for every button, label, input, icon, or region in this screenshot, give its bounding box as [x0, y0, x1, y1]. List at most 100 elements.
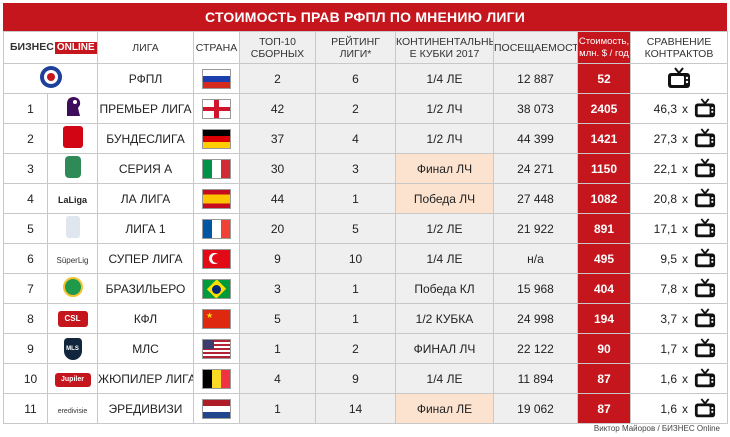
flag-germany-icon	[202, 128, 231, 149]
header-top10: ТОП-10 СБОРНЫХ	[239, 31, 316, 64]
country-flag	[193, 393, 240, 424]
row-index: 6	[3, 243, 48, 274]
serie-a-logo-icon	[64, 156, 81, 178]
ligue1-logo-icon	[65, 216, 80, 238]
rating-cell: 2	[315, 93, 396, 124]
country-flag: ★	[193, 303, 240, 334]
times-sign: х	[682, 221, 688, 236]
attendance-cell: 15 968	[493, 273, 578, 304]
top10-cell: 42	[239, 93, 316, 124]
header-attendance: ПОСЕЩАЕМОСТЬ	[493, 31, 578, 64]
attendance-cell: 24 271	[493, 153, 578, 184]
league-name: БРАЗИЛЬЕРО	[97, 273, 194, 304]
table-row: 7 БРАЗИЛЬЕРО 3 1 Победа КЛ 15 968 404 7,…	[3, 273, 728, 304]
flag-italy-icon	[202, 158, 231, 179]
cost-cell: 87	[577, 393, 631, 424]
row-index: 11	[3, 393, 48, 424]
league-logo: eredivisie	[47, 393, 98, 424]
cost-cell: 404	[577, 273, 631, 304]
league-name: ЛИГА 1	[97, 213, 194, 244]
cups-cell: 1/4 ЛЕ	[395, 63, 494, 94]
bundesliga-logo-icon	[62, 126, 83, 148]
compare-cell: 17,1 х	[630, 213, 728, 244]
league-logo: SüperLig	[47, 243, 98, 274]
brasileirao-logo-icon	[62, 277, 83, 297]
table-row: 10 Jupiler ЖЮПИЛЕР ЛИГА 4 9 1/4 ЛЕ 11 89…	[3, 363, 728, 394]
tv-icon	[694, 307, 716, 327]
row-index: 9	[3, 333, 48, 364]
header-compare: СРАВНЕНИЕ КОНТРАКТОВ	[630, 31, 728, 64]
country-flag	[193, 243, 240, 274]
country-flag	[193, 273, 240, 304]
flag-spain-icon	[202, 188, 231, 209]
eredivisie-logo-icon: eredivisie	[57, 407, 88, 415]
photo-credit: Виктор Майоров / БИЗНЕС Online	[593, 424, 720, 433]
row-index: 5	[3, 213, 48, 244]
league-name: БУНДЕСЛИГА	[97, 123, 194, 154]
header-cost: Стоимость, млн. $ / год	[577, 31, 631, 64]
cups-cell: Победа КЛ	[395, 273, 494, 304]
tv-icon	[668, 66, 690, 88]
top10-cell: 37	[239, 123, 316, 154]
compare-cell: 3,7 х	[630, 303, 728, 334]
league-logo: MLS	[47, 333, 98, 364]
attendance-cell: 38 073	[493, 93, 578, 124]
top10-cell: 30	[239, 153, 316, 184]
rating-cell: 6	[315, 63, 396, 94]
cups-cell: ФИНАЛ ЛЧ	[395, 333, 494, 364]
country-flag	[193, 183, 240, 214]
attendance-cell: 24 998	[493, 303, 578, 334]
table-row-rfpl: РФПЛ 2 6 1/4 ЛЕ 12 887 52	[3, 63, 728, 94]
flag-england-icon	[202, 98, 231, 119]
compare-cell: 1,6 х	[630, 393, 728, 424]
table-row: 2 БУНДЕСЛИГА 37 4 1/2 ЛЧ 44 399 1421 27,…	[3, 123, 728, 154]
times-sign: х	[682, 131, 688, 146]
laliga-logo-icon: LaLiga	[57, 194, 87, 205]
rating-cell: 1	[315, 303, 396, 334]
table-row: 3 СЕРИЯ А 30 3 Финал ЛЧ 24 271 1150 22,1…	[3, 153, 728, 184]
league-name: КФЛ	[97, 303, 194, 334]
rating-cell: 5	[315, 213, 396, 244]
times-sign: х	[682, 101, 688, 116]
csl-logo-icon: CSL	[57, 310, 88, 327]
cost-cell: 90	[577, 333, 631, 364]
jupiler-logo-icon: Jupiler	[54, 372, 91, 387]
cost-cell: 495	[577, 243, 631, 274]
times-sign: х	[682, 401, 688, 416]
ratio-value: 7,8	[660, 281, 677, 296]
attendance-cell: н/а	[493, 243, 578, 274]
top10-cell: 20	[239, 213, 316, 244]
country-flag	[193, 93, 240, 124]
league-name: РФПЛ	[97, 63, 194, 94]
tv-icon	[694, 157, 716, 177]
top10-cell: 5	[239, 303, 316, 334]
league-name: МЛС	[97, 333, 194, 364]
cost-cell: 52	[577, 63, 631, 94]
header-cups: КОНТИНЕНТАЛЬНЫ Е КУБКИ 2017	[395, 31, 494, 64]
league-logo	[47, 123, 98, 154]
top10-cell: 1	[239, 393, 316, 424]
ratio-value: 46,3	[653, 101, 677, 116]
flag-russia-icon	[202, 68, 231, 89]
league-name: СУПЕР ЛИГА	[97, 243, 194, 274]
flag-netherlands-icon	[202, 398, 231, 419]
tv-icon	[694, 187, 716, 207]
attendance-cell: 21 922	[493, 213, 578, 244]
row-index: 4	[3, 183, 48, 214]
cost-cell: 891	[577, 213, 631, 244]
league-table: БИЗНЕС ONLINE ЛИГА СТРАНА ТОП-10 СБОРНЫХ …	[3, 31, 728, 424]
row-index: 7	[3, 273, 48, 304]
top10-cell: 4	[239, 363, 316, 394]
cost-cell: 1082	[577, 183, 631, 214]
country-flag	[193, 213, 240, 244]
top10-cell: 2	[239, 63, 316, 94]
rating-cell: 4	[315, 123, 396, 154]
attendance-cell: 19 062	[493, 393, 578, 424]
rating-cell: 14	[315, 393, 396, 424]
flag-france-icon	[202, 218, 231, 239]
times-sign: х	[682, 161, 688, 176]
attendance-cell: 11 894	[493, 363, 578, 394]
row-index: 10	[3, 363, 48, 394]
compare-cell: 7,8 х	[630, 273, 728, 304]
ratio-value: 22,1	[653, 161, 677, 176]
